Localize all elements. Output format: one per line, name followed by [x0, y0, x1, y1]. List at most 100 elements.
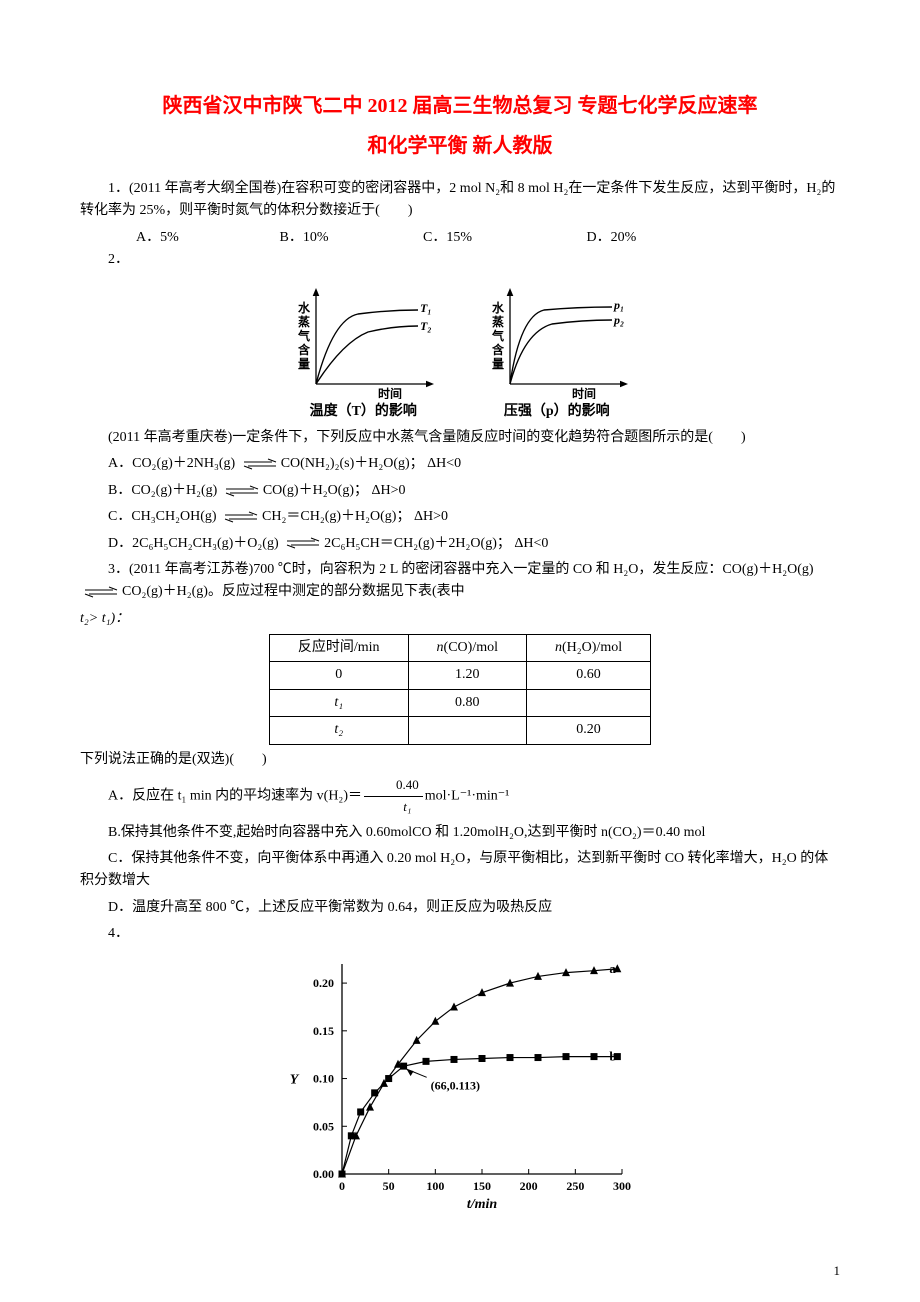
q2-opt-b-post: CO(g)＋H₂O(g)； ΔH>0 [263, 483, 406, 498]
table-header: n(CO)/mol [408, 635, 526, 662]
q2-opt-c-post: CH₂＝CH₂(g)＋H₂O(g)； ΔH>0 [262, 509, 448, 524]
svg-text:t/min: t/min [467, 1197, 498, 1212]
q4-num: 4． [80, 923, 840, 945]
q2-left-label-t1: T₁ [420, 301, 432, 315]
svg-text:0.00: 0.00 [313, 1167, 334, 1181]
svg-text:0.20: 0.20 [313, 976, 334, 990]
q2-right-label-p1: p₁ [613, 298, 624, 312]
table-cell [408, 717, 526, 744]
table-cell: 0.20 [527, 717, 651, 744]
page-number: 1 [834, 1261, 841, 1282]
svg-text:(66,0.113): (66,0.113) [431, 1078, 480, 1092]
table-cell: 0.60 [527, 662, 651, 689]
svg-text:0: 0 [339, 1179, 345, 1193]
svg-text:水: 水 [492, 300, 505, 315]
equilibrium-icon [224, 485, 260, 497]
q3-stem-pre: 3．(2011 年高考江苏卷)700 ℃时，向容积为 2 L 的密闭容器中充入一… [108, 562, 814, 577]
q3-after-table: 下列说法正确的是(双选)( ) [80, 749, 840, 771]
q2-charts: T₁ T₂ 水 蒸 气 含 量 时间 温度（T）的影响 p₁ p₂ 水 蒸 气 … [80, 284, 840, 423]
table-cell: t₁ [269, 689, 408, 716]
table-cell: 1.20 [408, 662, 526, 689]
q3-opt-a: A．反应在 t₁ min 内的平均速率为 v(H₂)＝0.40t₁mol·L⁻¹… [80, 775, 840, 818]
svg-text:100: 100 [426, 1179, 444, 1193]
q2-opt-a-post: CO(NH₂)₂(s)＋H₂O(g)； ΔH<0 [281, 456, 461, 471]
title-line-1: 陕西省汉中市陕飞二中 2012 届高三生物总复习 专题七化学反应速率 [80, 90, 840, 122]
svg-text:0.15: 0.15 [313, 1023, 334, 1037]
svg-text:气: 气 [491, 328, 504, 343]
q2-chart-right: p₁ p₂ 水 蒸 气 含 量 时间 压强（p）的影响 [482, 284, 632, 423]
svg-text:蒸: 蒸 [298, 314, 310, 329]
title-line-2: 和化学平衡 新人教版 [80, 130, 840, 162]
q2-left-xlabel: 时间 [378, 386, 402, 399]
q1-opt-c: C．15% [395, 227, 555, 249]
table-header: 反应时间/min [269, 635, 408, 662]
q3-opt-a-post: mol·L⁻¹·min⁻¹ [425, 789, 510, 804]
table-header: n(H₂O)/mol [527, 635, 651, 662]
q2-chart-left-svg: T₁ T₂ 水 蒸 气 含 量 时间 [288, 284, 438, 399]
svg-text:250: 250 [566, 1179, 584, 1193]
fraction-den: t₁ [364, 797, 423, 818]
svg-text:量: 量 [298, 357, 310, 371]
q3-stem-tail: t₂> t₁)： [80, 608, 840, 630]
q2-opt-c: C．CH₃CH₂OH(g) CH₂＝CH₂(g)＋H₂O(g)； ΔH>0 [80, 506, 840, 528]
svg-text:Y: Y [290, 1072, 300, 1087]
svg-text:200: 200 [520, 1179, 538, 1193]
q4-chart-svg: 0 50 100 150 200 250 300 0.00 0.05 0.10 0.15 0.20 t/… [280, 952, 640, 1217]
q2-opt-d: D．2C₆H₅CH₂CH₃(g)＋O₂(g) 2C₆H₅CH＝CH₂(g)＋2H… [80, 533, 840, 555]
q2-opt-d-post: 2C₆H₅CH＝CH₂(g)＋2H₂O(g)； ΔH<0 [324, 536, 548, 551]
q2-opt-b: B．CO₂(g)＋H₂(g) CO(g)＋H₂O(g)； ΔH>0 [80, 480, 840, 502]
q2-chart-right-svg: p₁ p₂ 水 蒸 气 含 量 时间 [482, 284, 632, 399]
svg-text:蒸: 蒸 [492, 314, 504, 329]
table-cell: t₂ [269, 717, 408, 744]
table-row: 0 1.20 0.60 [269, 662, 650, 689]
table-cell: 0 [269, 662, 408, 689]
q3-table: 反应时间/min n(CO)/mol n(H₂O)/mol 0 1.20 0.6… [269, 634, 651, 745]
q1-opt-a: A．5% [108, 227, 248, 249]
q3-opt-b: B.保持其他条件不变,起始时向容器中充入 0.60molCO 和 1.20mol… [80, 822, 840, 844]
q3-opt-c: C．保持其他条件不变，向平衡体系中再通入 0.20 mol H₂O，与原平衡相比… [80, 848, 840, 893]
svg-text:50: 50 [383, 1179, 395, 1193]
q2-num: 2． [80, 249, 840, 271]
equilibrium-icon [285, 537, 321, 549]
q2-opt-a-pre: A．CO₂(g)＋2NH₃(g) [108, 456, 239, 471]
q3-opt-a-pre: A．反应在 t₁ min 内的平均速率为 v(H₂)＝ [108, 789, 362, 804]
table-cell: 0.80 [408, 689, 526, 716]
svg-text:0.10: 0.10 [313, 1071, 334, 1085]
q2-left-label-t2: T₂ [420, 319, 432, 333]
q3-stem: 3．(2011 年高考江苏卷)700 ℃时，向容积为 2 L 的密闭容器中充入一… [80, 559, 840, 604]
svg-text:气: 气 [297, 328, 310, 343]
q2-left-caption: 温度（T）的影响 [288, 401, 438, 423]
q3-opt-d: D．温度升高至 800 ℃，上述反应平衡常数为 0.64，则正反应为吸热反应 [80, 897, 840, 919]
q3-stem-post: CO₂(g)＋H₂(g)。反应过程中测定的部分数据见下表(表中 [122, 584, 465, 599]
equilibrium-icon [223, 511, 259, 523]
q2-opt-c-pre: C．CH₃CH₂OH(g) [108, 509, 220, 524]
equilibrium-icon [83, 586, 119, 598]
q2-chart-left: T₁ T₂ 水 蒸 气 含 量 时间 温度（T）的影响 [288, 284, 438, 423]
svg-text:含: 含 [492, 342, 505, 357]
q2-right-caption: 压强（p）的影响 [482, 401, 632, 423]
svg-text:含: 含 [298, 342, 311, 357]
q2-stem: (2011 年高考重庆卷)一定条件下，下列反应中水蒸气含量随反应时间的变化趋势符… [80, 427, 840, 449]
q1-opt-d: D．20% [559, 227, 637, 249]
q1-options: A．5% B．10% C．15% D．20% [80, 227, 840, 249]
fraction-num: 0.40 [364, 775, 423, 797]
q2-right-xlabel: 时间 [572, 386, 596, 399]
q1-opt-b: B．10% [252, 227, 392, 249]
table-row: t₁ 0.80 [269, 689, 650, 716]
svg-text:300: 300 [613, 1179, 631, 1193]
svg-text:量: 量 [492, 357, 504, 371]
q2-right-label-p2: p₂ [613, 313, 624, 327]
svg-text:150: 150 [473, 1179, 491, 1193]
table-cell [527, 689, 651, 716]
svg-text:0.05: 0.05 [313, 1119, 334, 1133]
equilibrium-icon [242, 458, 278, 470]
svg-text:水: 水 [298, 300, 311, 315]
svg-text:b: b [609, 1048, 616, 1063]
svg-text:a: a [609, 960, 616, 975]
table-row: t₂ 0.20 [269, 717, 650, 744]
q1-stem: 1．(2011 年高考大纲全国卷)在容积可变的密闭容器中，2 mol N₂和 8… [80, 178, 840, 223]
q2-opt-d-pre: D．2C₆H₅CH₂CH₃(g)＋O₂(g) [108, 536, 282, 551]
q2-opt-a: A．CO₂(g)＋2NH₃(g) CO(NH₂)₂(s)＋H₂O(g)； ΔH<… [80, 453, 840, 475]
fraction: 0.40t₁ [364, 775, 423, 818]
q2-opt-b-pre: B．CO₂(g)＋H₂(g) [108, 483, 221, 498]
